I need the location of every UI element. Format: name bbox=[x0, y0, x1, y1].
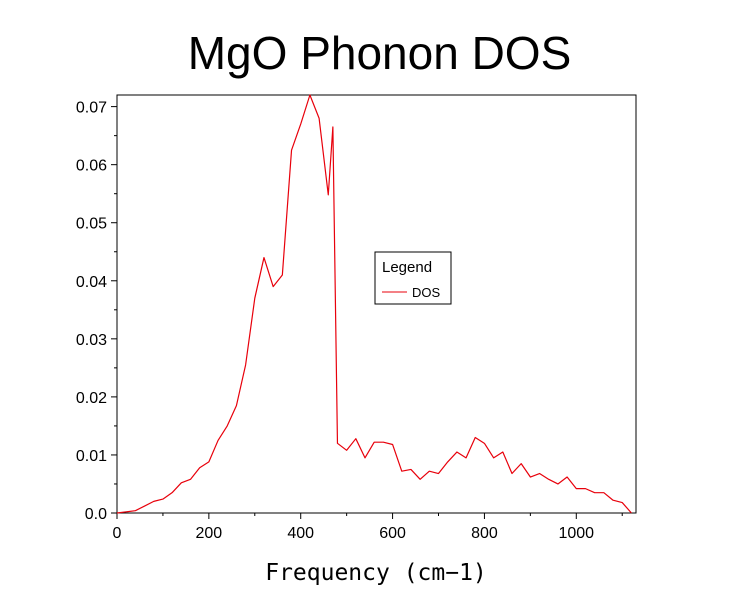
y-tick-label: 0.05 bbox=[76, 216, 107, 233]
x-tick-label: 600 bbox=[379, 525, 406, 542]
y-tick-label: 0.0 bbox=[85, 506, 107, 523]
plot-frame bbox=[116, 94, 637, 514]
x-tick-label: 1000 bbox=[558, 525, 594, 542]
x-tick-label: 0 bbox=[113, 525, 122, 542]
legend: Legend DOS bbox=[374, 251, 452, 305]
legend-label-dos: DOS bbox=[412, 285, 441, 300]
y-tick-label: 0.07 bbox=[76, 100, 107, 117]
x-axis: 0 200 400 600 800 1000 bbox=[113, 513, 623, 542]
series-line-dos bbox=[116, 94, 632, 514]
legend-title: Legend bbox=[382, 259, 432, 276]
y-axis: 0.0 0.01 0.02 0.03 0.04 0.05 0.06 0.07 bbox=[76, 100, 117, 523]
chart-title: MgO Phonon DOS bbox=[187, 27, 572, 79]
x-tick-label: 800 bbox=[471, 525, 498, 542]
y-tick-label: 0.04 bbox=[76, 274, 107, 291]
series-layer bbox=[116, 94, 632, 514]
y-tick-label: 0.06 bbox=[76, 158, 107, 175]
legend-box bbox=[374, 251, 452, 305]
x-tick-label: 400 bbox=[287, 525, 314, 542]
x-tick-label: 200 bbox=[196, 525, 223, 542]
x-axis-label: Frequency (cm−1) bbox=[265, 560, 487, 586]
y-tick-label: 0.01 bbox=[76, 448, 107, 465]
y-tick-label: 0.02 bbox=[76, 390, 107, 407]
y-tick-label: 0.03 bbox=[76, 332, 107, 349]
